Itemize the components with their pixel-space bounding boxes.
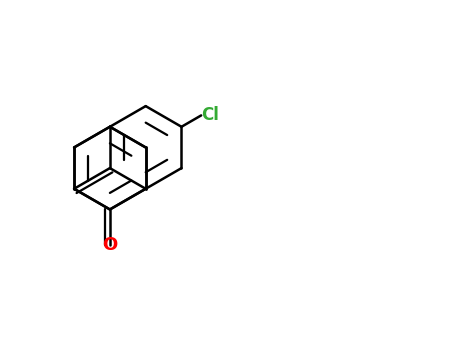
Text: O: O (102, 236, 117, 254)
Text: Cl: Cl (201, 106, 219, 124)
